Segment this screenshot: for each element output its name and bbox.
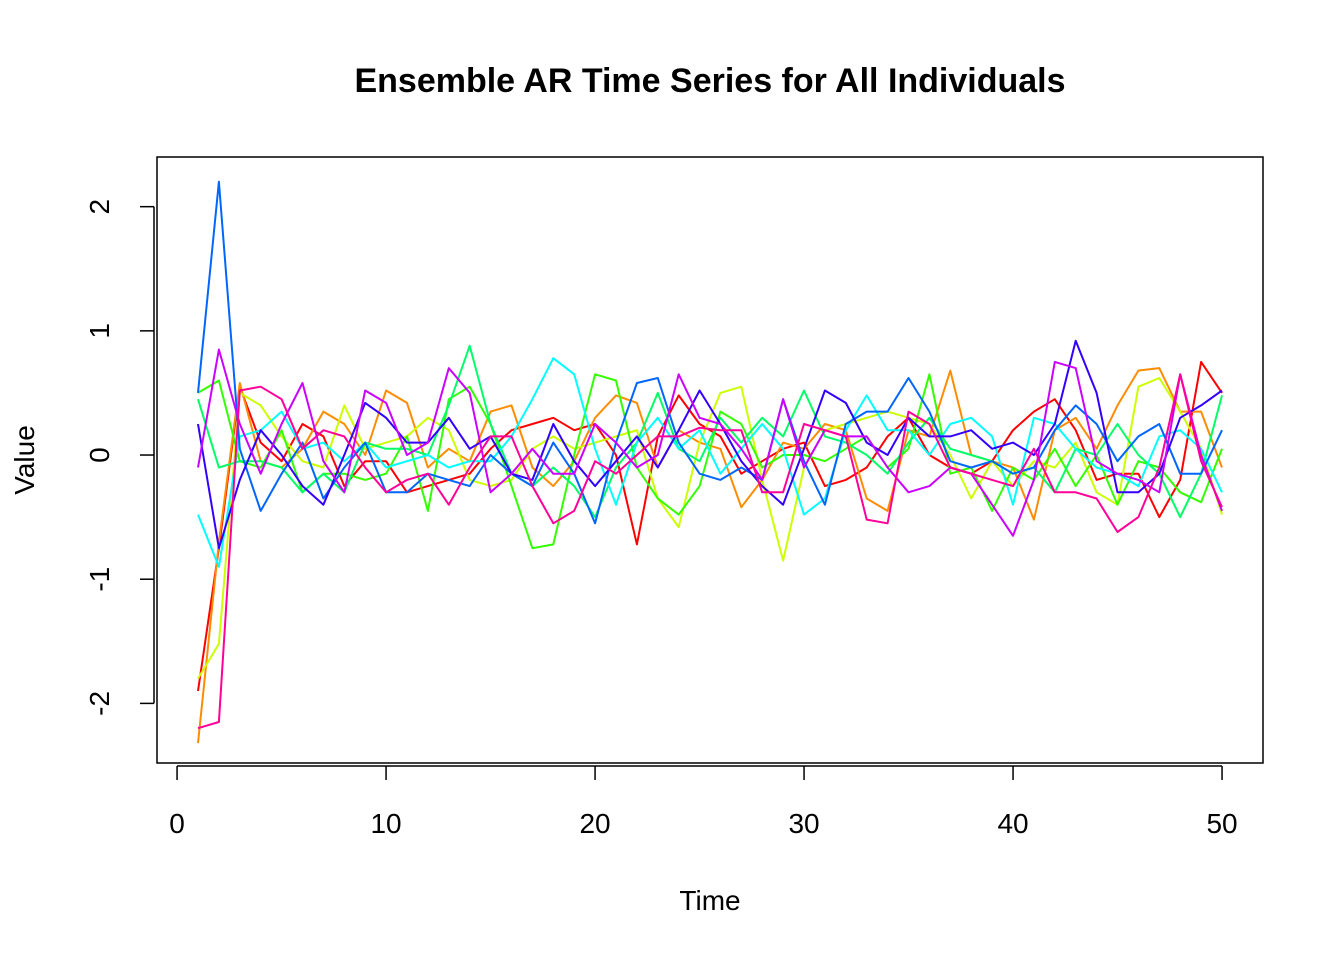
series-line-2 xyxy=(197,367,1223,744)
series-line-9 xyxy=(197,348,1223,537)
chart-title: Ensemble AR Time Series for All Individu… xyxy=(354,62,1065,100)
x-axis: 0 10 20 30 40 50 xyxy=(169,765,1238,839)
x-tick-label: 0 xyxy=(169,808,185,839)
series-line-5 xyxy=(197,344,1223,519)
series-line-7 xyxy=(197,180,1223,525)
x-tick-label: 10 xyxy=(370,808,401,839)
series-line-1 xyxy=(197,360,1223,692)
plot-frame xyxy=(156,156,1264,764)
series-line-6 xyxy=(197,357,1223,568)
series-line-4 xyxy=(197,373,1223,550)
x-tick-label: 50 xyxy=(1206,808,1237,839)
x-tick-label: 40 xyxy=(997,808,1028,839)
y-tick-label: 1 xyxy=(84,323,115,339)
x-axis-label: Time xyxy=(679,885,740,916)
y-axis: -2 -1 0 1 2 xyxy=(84,199,155,716)
y-tick-label: -2 xyxy=(84,691,115,716)
y-axis-label: Value xyxy=(9,425,40,495)
y-tick-label: 2 xyxy=(84,199,115,215)
x-tick-label: 20 xyxy=(579,808,610,839)
series-layer xyxy=(197,180,1223,744)
y-tick-label: 0 xyxy=(84,447,115,463)
series-line-10 xyxy=(197,373,1223,730)
series-line-8 xyxy=(197,339,1223,550)
x-tick-label: 30 xyxy=(788,808,819,839)
y-tick-label: -1 xyxy=(84,567,115,592)
